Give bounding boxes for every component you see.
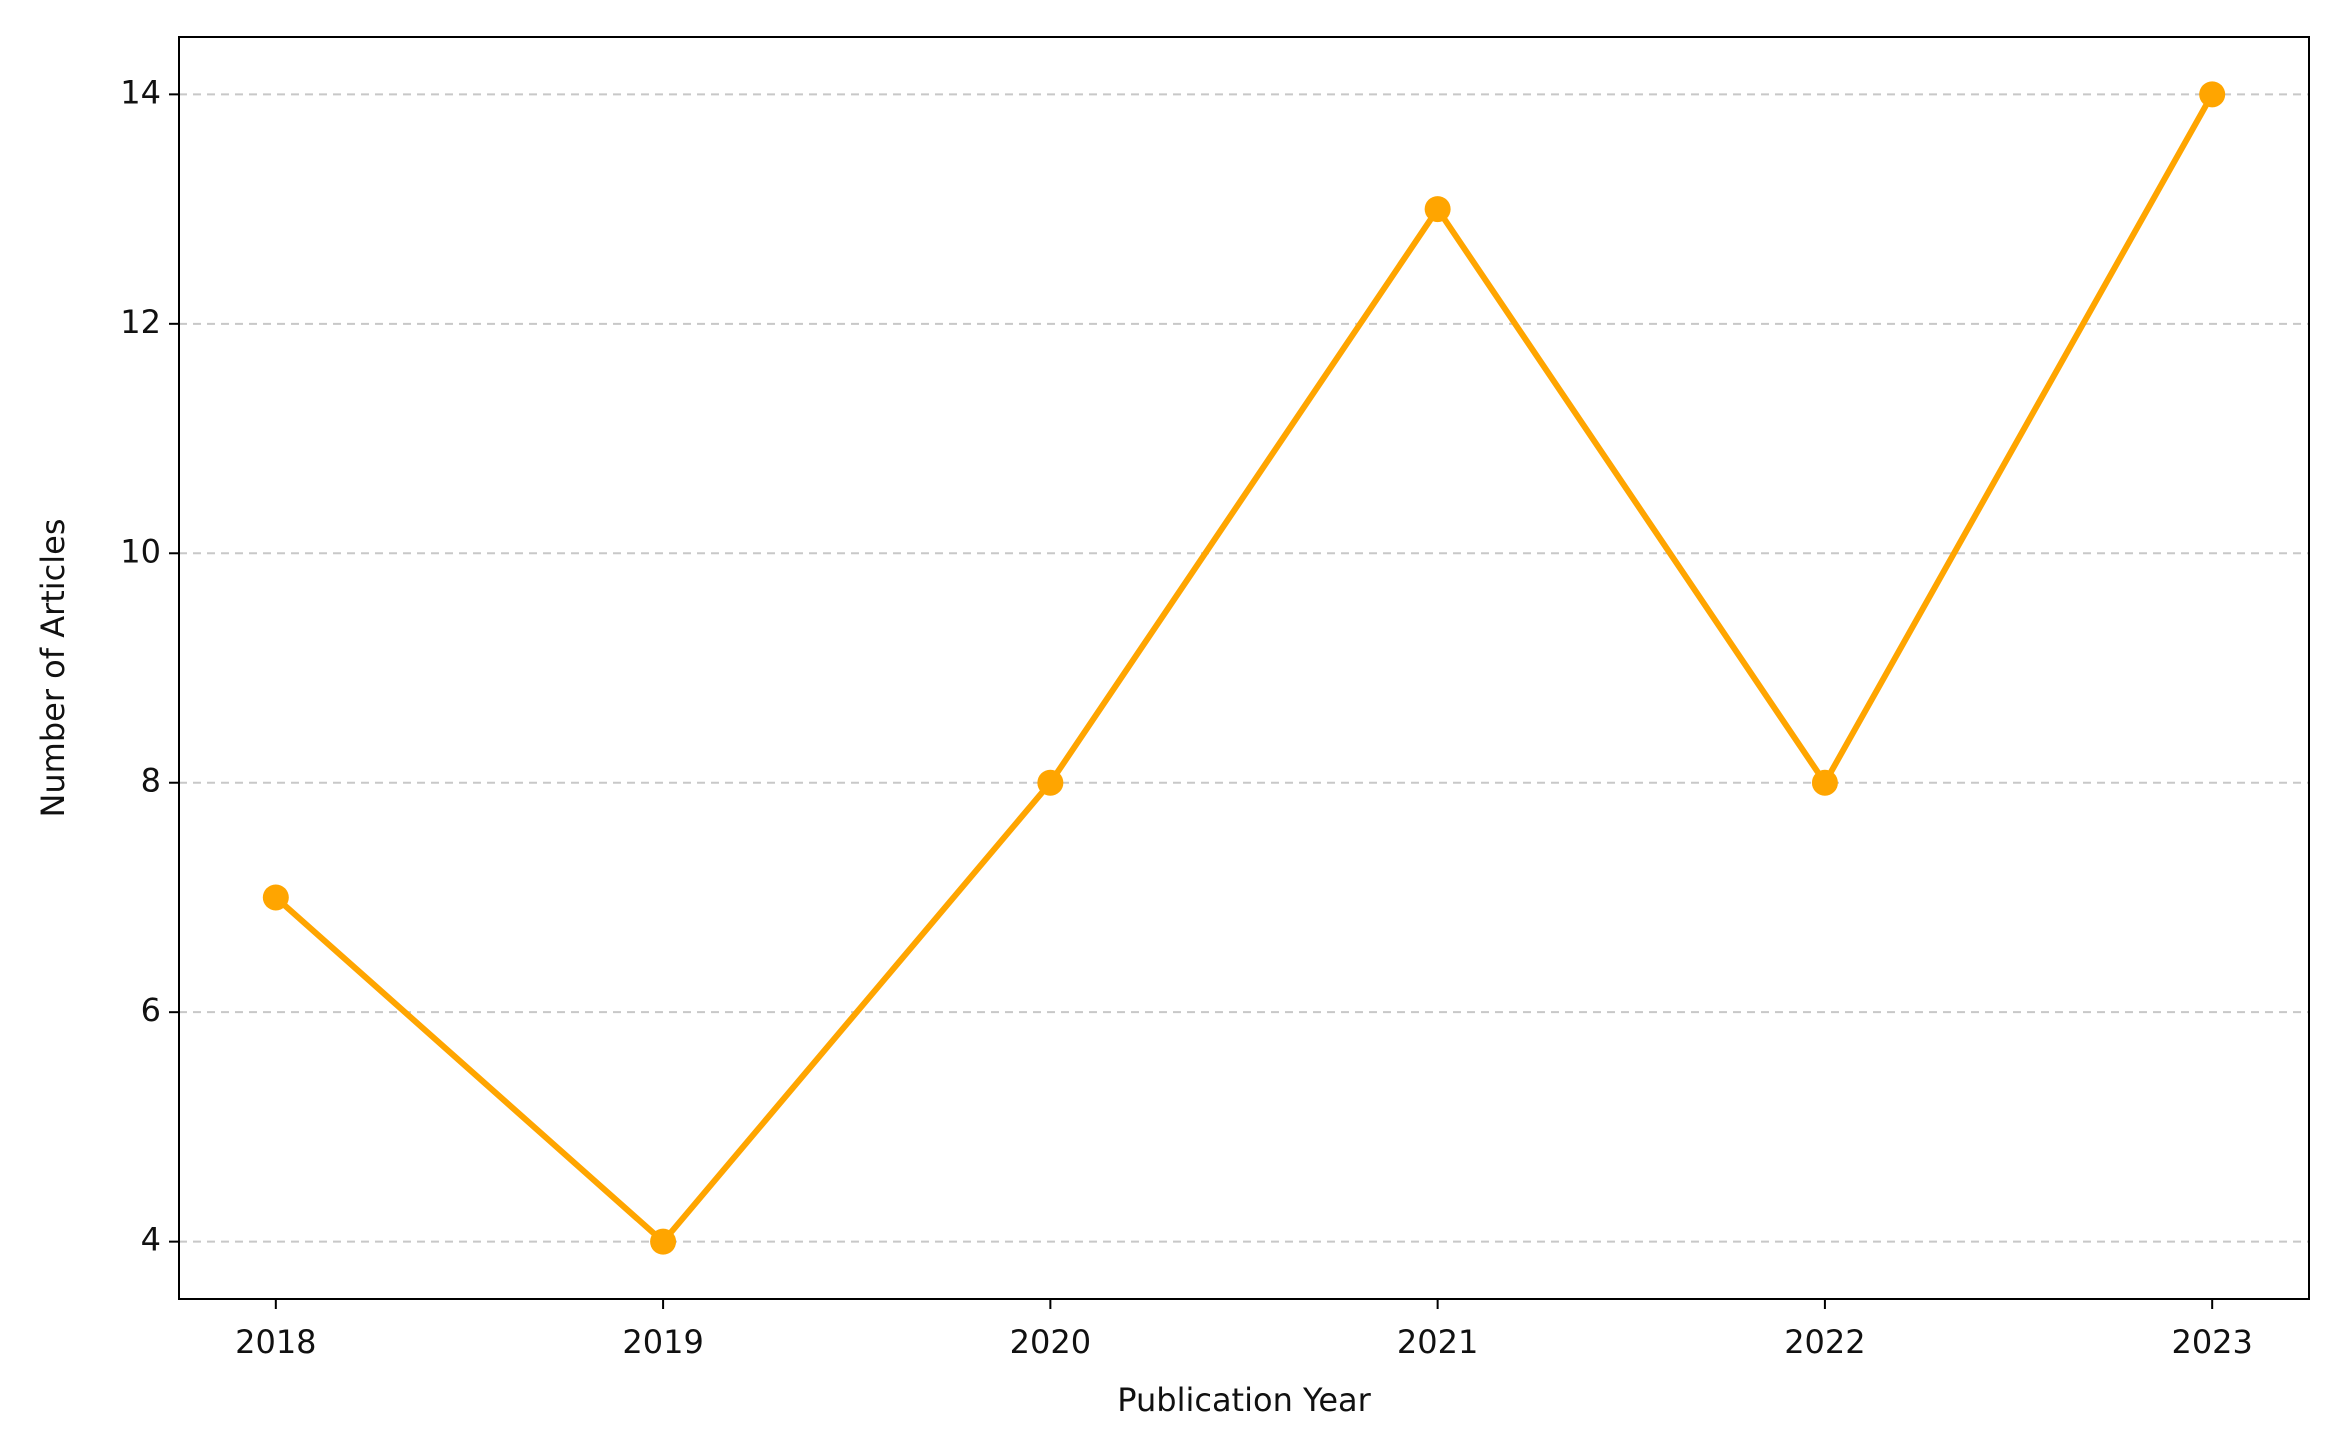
x-tick-label: 2022 <box>1784 1323 1865 1361</box>
plot-frame <box>178 36 2310 1300</box>
y-tick-label: 8 <box>141 762 161 800</box>
y-tick-label: 6 <box>141 991 161 1029</box>
data-line <box>273 92 2215 1245</box>
x-tick-label: 2018 <box>235 1323 316 1361</box>
x-axis-label: Publication Year <box>1117 1381 1371 1419</box>
y-tick-label: 14 <box>120 73 161 111</box>
data-point <box>1811 769 1838 796</box>
x-tick-label: 2023 <box>2171 1323 2252 1361</box>
y-axis-label: Number of Articles <box>34 518 72 817</box>
data-point <box>1037 769 1064 796</box>
data-point <box>2199 81 2226 108</box>
y-tick-label: 12 <box>120 303 161 341</box>
x-tick-label: 2021 <box>1397 1323 1478 1361</box>
x-tick-label: 2020 <box>1010 1323 1091 1361</box>
data-point <box>262 884 289 911</box>
data-point <box>1424 196 1451 223</box>
y-tick-label: 10 <box>120 532 161 570</box>
x-tick-label: 2019 <box>622 1323 703 1361</box>
data-point <box>650 1228 677 1255</box>
y-tick-label: 4 <box>141 1221 161 1259</box>
